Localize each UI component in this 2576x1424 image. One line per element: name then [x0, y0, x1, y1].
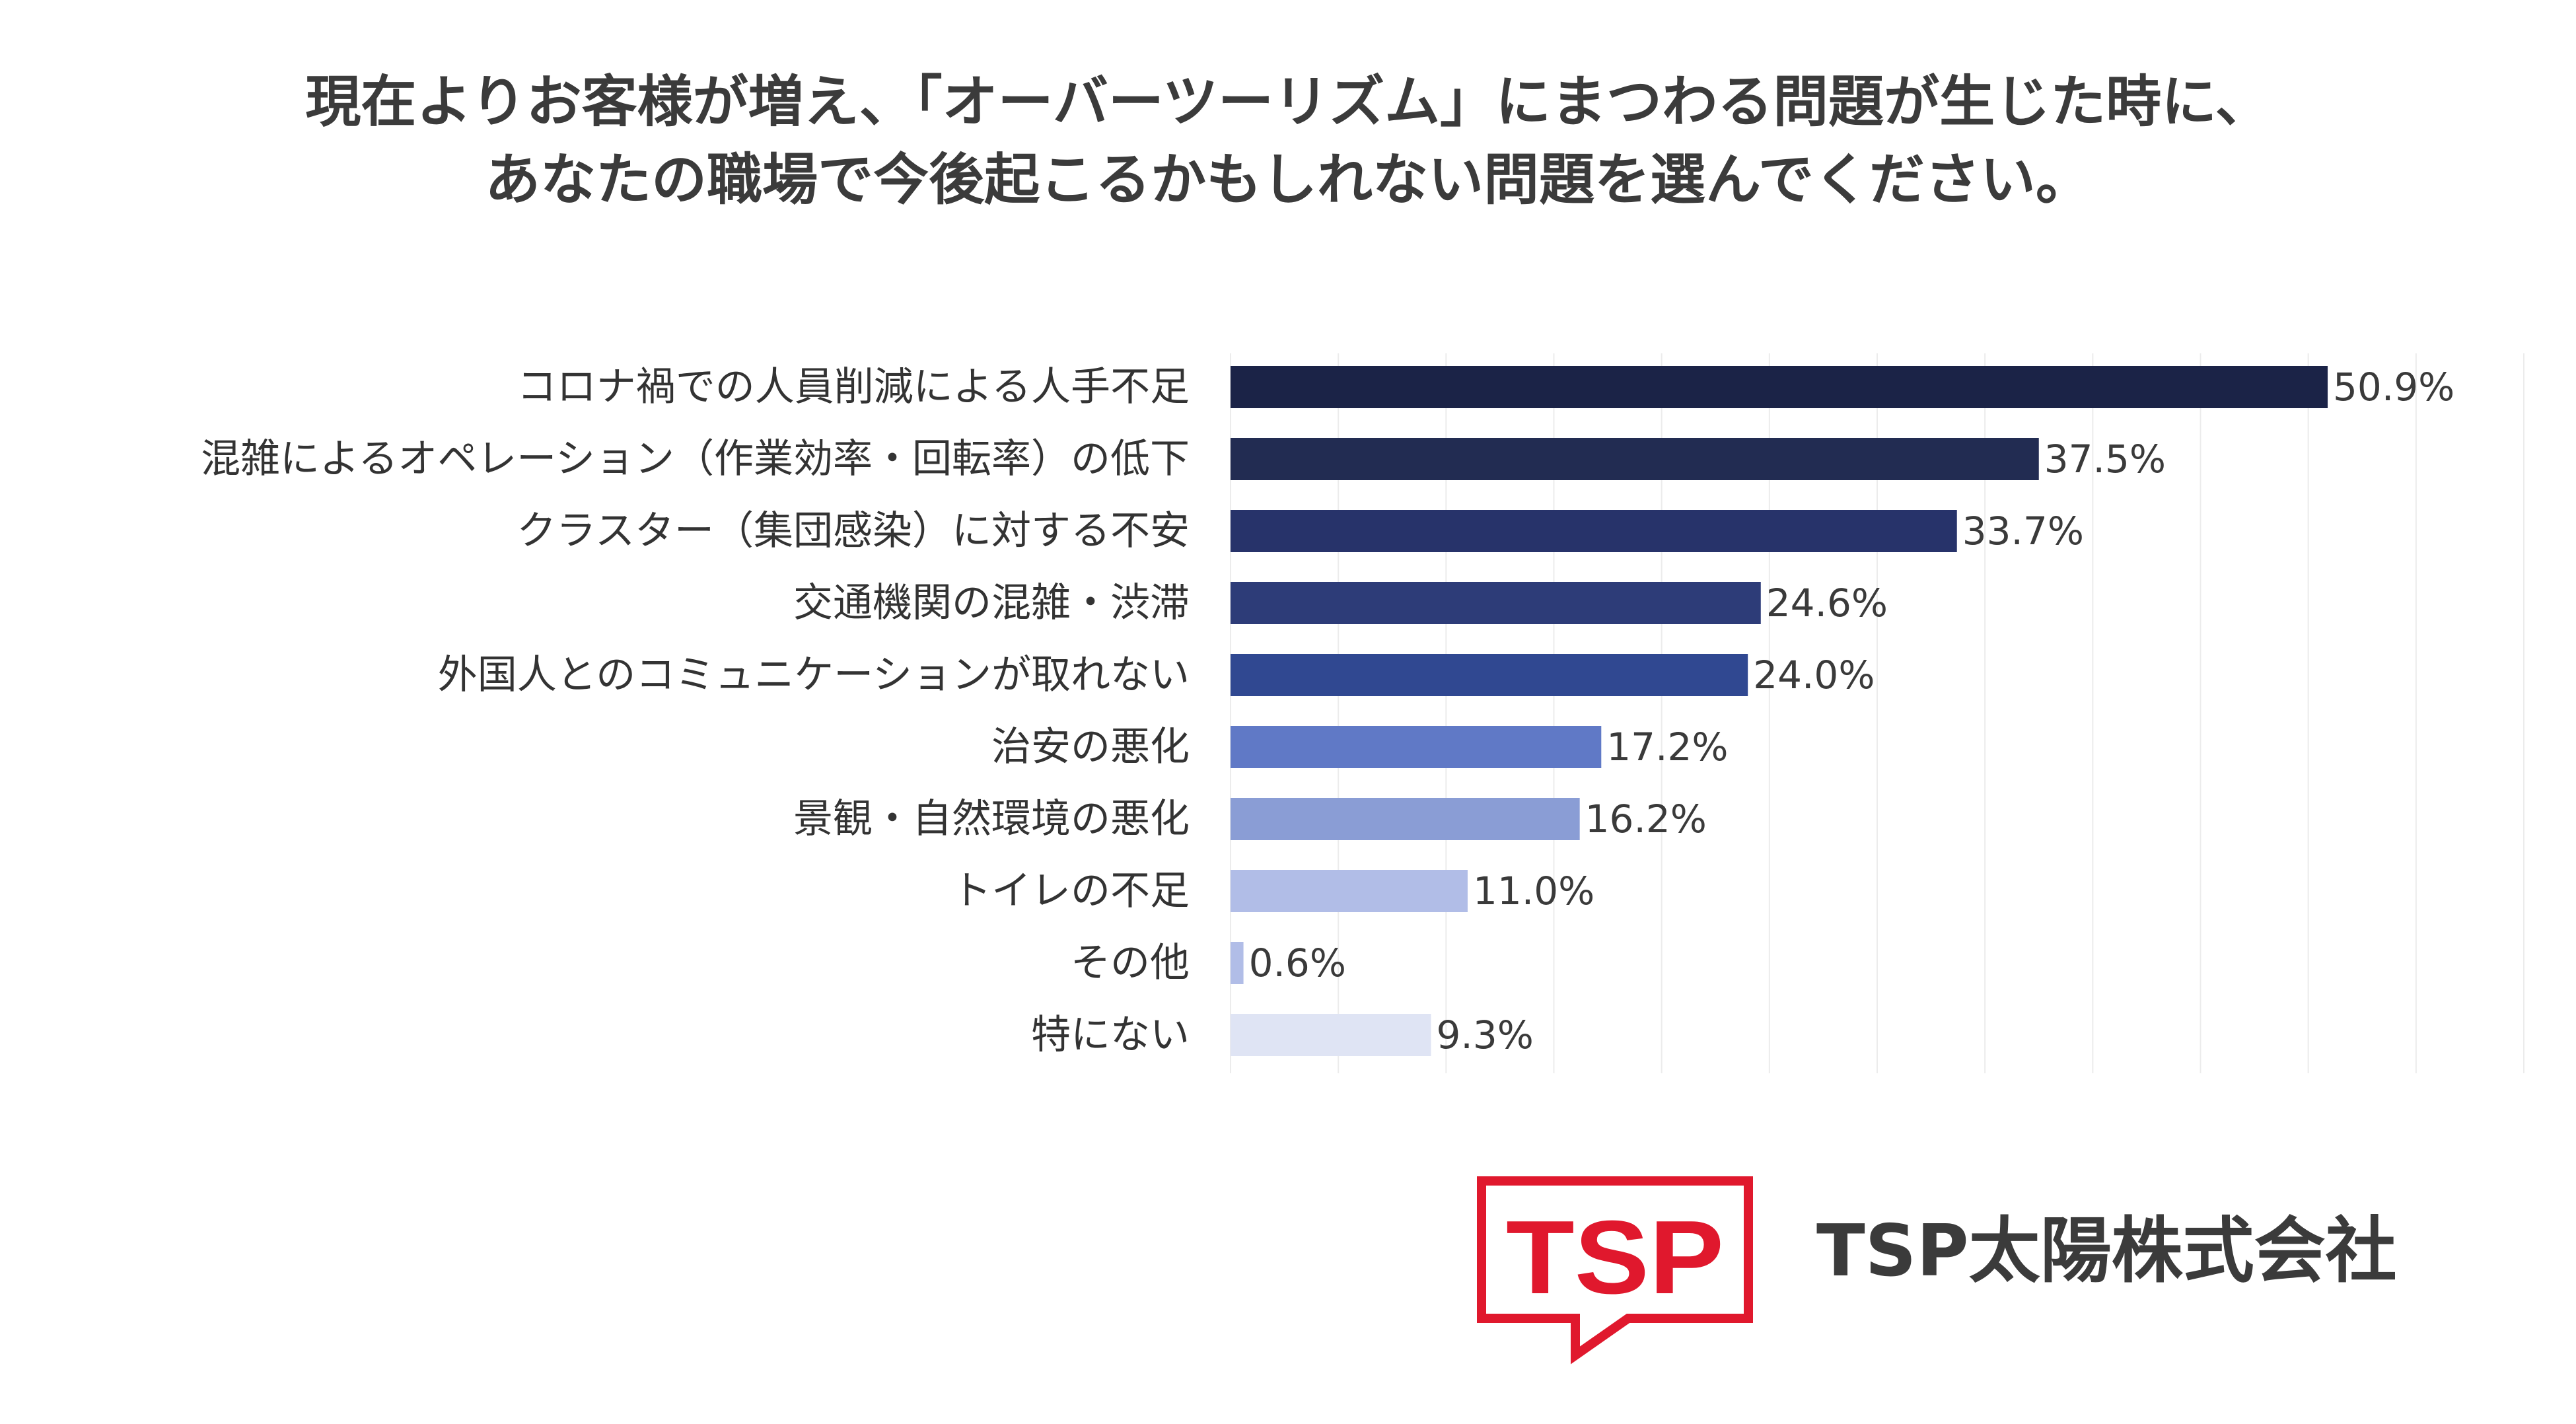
value-label: 0.6%: [1249, 941, 1346, 985]
chart-title-line-1: 現在よりお客様が増え、「オーバーツーリズム」にまつわる問題が生じた時に、: [305, 69, 2271, 134]
chart-title-line-2: あなたの職場で今後起こるかもしれない問題を選んでください。: [485, 147, 2091, 212]
category-label: 治安の悪化: [991, 724, 1190, 770]
bar-chart: コロナ禍での人員削減による人手不足 50.9% 混雑によるオペレーション（作業効率・…: [201, 353, 2524, 1073]
category-label: その他: [1071, 940, 1190, 986]
logo-text: TSP: [1506, 1199, 1724, 1316]
category-label: トイレの不足: [952, 868, 1190, 914]
bar: [1231, 1014, 1431, 1056]
value-label: 9.3%: [1436, 1013, 1533, 1057]
bar: [1231, 870, 1468, 912]
bar: [1231, 582, 1761, 624]
tsp-logo: TSP: [1477, 1176, 1753, 1365]
bar: [1231, 942, 1244, 984]
value-label: 37.5%: [2044, 437, 2166, 481]
bar: [1231, 510, 1957, 552]
category-label: 特にない: [1031, 1012, 1190, 1058]
bar: [1231, 366, 2328, 408]
company-name: TSP太陽株式会社: [1816, 1210, 2397, 1293]
category-label: 景観・自然環境の悪化: [793, 796, 1190, 842]
bar: [1231, 654, 1748, 696]
value-label: 33.7%: [1962, 509, 2084, 553]
chart-title: 現在よりお客様が増え、「オーバーツーリズム」にまつわる問題が生じた時に、 あなた…: [0, 63, 2576, 219]
value-label: 24.6%: [1766, 581, 1888, 625]
value-label: 24.0%: [1753, 653, 1875, 697]
bar: [1231, 726, 1602, 768]
value-label: 16.2%: [1585, 797, 1707, 841]
speech-bubble-icon: [1477, 1176, 1753, 1365]
category-label: 交通機関の混雑・渋滞: [793, 580, 1190, 626]
bar: [1231, 438, 2039, 480]
category-label: 外国人とのコミュニケーションが取れない: [438, 652, 1190, 698]
bar: [1231, 798, 1580, 840]
value-label: 50.9%: [2333, 365, 2454, 409]
value-label: 17.2%: [1606, 725, 1728, 769]
category-label: コロナ禍での人員削減による人手不足: [517, 364, 1190, 410]
value-label: 11.0%: [1473, 869, 1594, 913]
category-label: 混雑によるオペレーション（作業効率・回転率）の低下: [201, 436, 1190, 482]
category-label: クラスター（集団感染）に対する不安: [517, 508, 1190, 554]
